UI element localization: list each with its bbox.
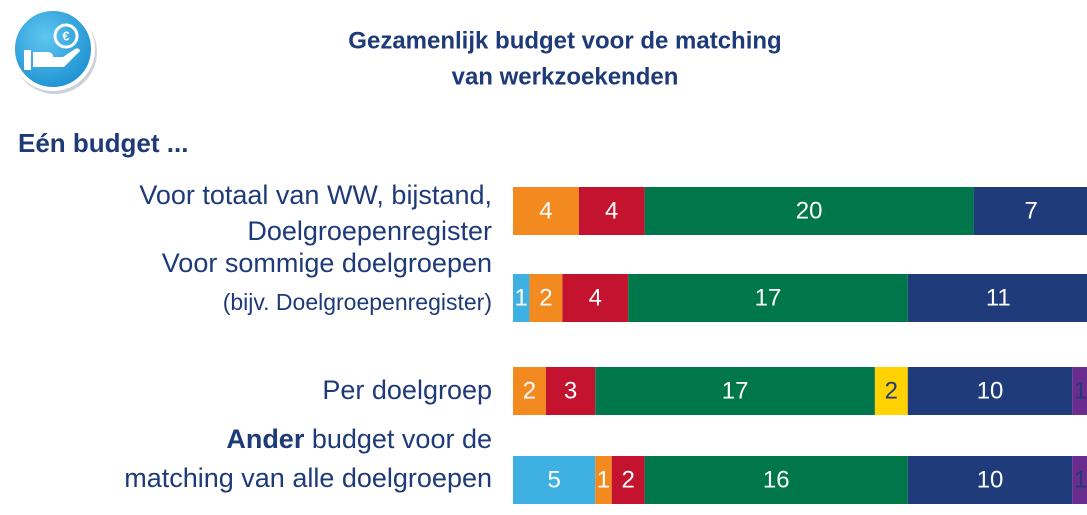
section-heading: Eén budget ...	[18, 128, 188, 158]
bar-segment	[513, 367, 546, 415]
bar-segment	[874, 367, 908, 415]
data-label: 5	[547, 466, 560, 493]
category-label: Voor sommige doelgroepen	[162, 248, 492, 278]
bar-segment	[595, 367, 875, 415]
data-label: 2	[523, 377, 536, 404]
category-label-part: matching van alle doelgroepen	[124, 463, 492, 493]
data-label: 2	[539, 284, 552, 311]
category-label: Per doelgroep	[322, 375, 492, 405]
bar-segment	[1072, 367, 1087, 415]
bar-segment	[513, 187, 579, 235]
data-label: 20	[796, 197, 823, 224]
data-label: 1	[1074, 466, 1087, 493]
data-label: 4	[605, 197, 618, 224]
data-label: 1	[1074, 377, 1087, 404]
data-label: 10	[977, 466, 1004, 493]
data-label: 1	[515, 284, 528, 311]
data-label: 2	[621, 466, 634, 493]
category-label-part: Doelgroepenregister	[247, 216, 492, 246]
category-label-part: Ander	[226, 424, 305, 454]
bar-segment	[513, 274, 530, 322]
bar-segment	[513, 456, 596, 504]
bar-segment	[562, 274, 629, 322]
bar-segment	[907, 274, 1087, 322]
bar-segment	[907, 456, 1073, 504]
data-label: 4	[539, 197, 552, 224]
bar-segment	[578, 187, 645, 235]
category-label-part: (bijv. Doelgroepenregister)	[223, 289, 492, 315]
bar-segment	[611, 456, 645, 504]
data-label: 3	[564, 377, 577, 404]
category-label-part: budget voor de	[304, 424, 492, 454]
category-label: Ander budget voor de	[226, 424, 492, 454]
bar-segment	[545, 367, 596, 415]
data-label: 1	[597, 466, 610, 493]
bar-segment	[595, 456, 612, 504]
category-label-part: Voor totaal van WW, bijstand,	[139, 180, 492, 210]
category-label: matching van alle doelgroepen	[124, 463, 492, 493]
bar-segment	[628, 274, 908, 322]
data-label: 11	[986, 284, 1011, 311]
data-label: 7	[1024, 197, 1037, 224]
category-label: Voor totaal van WW, bijstand,	[139, 180, 492, 210]
category-label-part: Per doelgroep	[322, 375, 492, 405]
chart-title: Gezamenlijk budget voor de matching	[348, 27, 781, 54]
data-label: 2	[885, 377, 898, 404]
bar-segment	[644, 456, 908, 504]
bar-segment	[973, 187, 1087, 235]
data-label: 16	[763, 466, 790, 493]
category-label: Doelgroepenregister	[247, 216, 492, 246]
bar-segment	[644, 187, 974, 235]
category-label-part: Voor sommige doelgroepen	[162, 248, 492, 278]
data-label: 10	[977, 377, 1004, 404]
icon: €	[11, 7, 97, 94]
svg-text:€: €	[62, 28, 69, 43]
bar-segment	[529, 274, 563, 322]
data-label: 4	[589, 284, 602, 311]
chart-title: van werkzoekenden	[452, 63, 679, 90]
data-label: 17	[722, 377, 749, 404]
bar-segment	[1072, 456, 1087, 504]
data-label: 17	[755, 284, 782, 311]
bar-segment	[907, 367, 1073, 415]
category-label: (bijv. Doelgroepenregister)	[223, 289, 492, 315]
